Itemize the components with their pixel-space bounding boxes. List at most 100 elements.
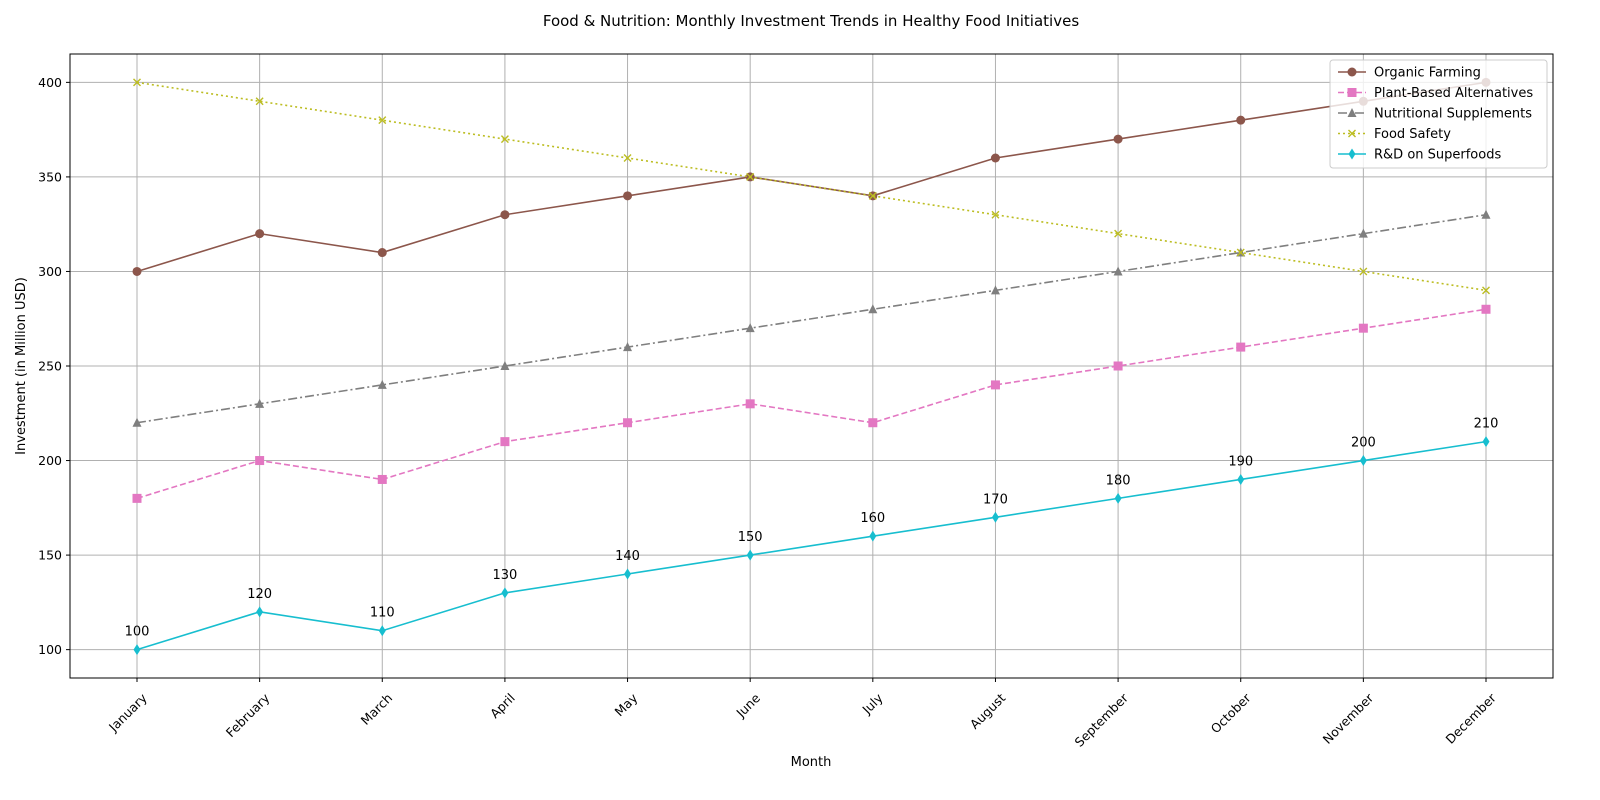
x-tick-label: April	[487, 690, 518, 721]
data-point	[500, 210, 510, 220]
data-label: 130	[492, 568, 517, 583]
series-line	[136, 440, 1487, 651]
data-point	[255, 97, 264, 106]
legend-item: Plant-Based Alternatives	[1338, 86, 1533, 101]
y-axis-label: Investment (in Million USD)	[14, 277, 29, 455]
legend-marker	[1347, 88, 1357, 97]
data-point	[745, 399, 755, 409]
legend-box	[1329, 59, 1548, 169]
legend-marker	[1347, 67, 1357, 77]
data-label: 180	[1106, 473, 1131, 488]
x-tick-label: December	[1442, 690, 1499, 747]
x-marker-stroke	[500, 135, 509, 144]
data-point	[623, 191, 633, 201]
data-point	[990, 285, 1000, 295]
legend-label: Food Safety	[1374, 127, 1451, 142]
data-point	[869, 530, 877, 542]
data-point	[132, 493, 142, 503]
series-1	[132, 304, 1491, 503]
data-point	[255, 398, 265, 408]
y-tick-label: 200	[38, 453, 62, 468]
data-point	[378, 116, 387, 125]
data-label: 150	[738, 530, 763, 545]
legend-marker	[1348, 148, 1356, 160]
data-point	[1114, 492, 1122, 504]
data-point	[1481, 304, 1491, 314]
x-marker-stroke	[1359, 267, 1368, 276]
data-point	[868, 191, 877, 200]
series-3	[133, 78, 1490, 295]
series-4	[133, 436, 1490, 656]
data-point	[133, 644, 141, 656]
data-point	[378, 625, 386, 637]
data-point	[377, 474, 387, 484]
data-point	[623, 418, 633, 428]
data-point	[500, 437, 510, 447]
data-point	[1113, 134, 1123, 144]
chart-title: Food & Nutrition: Monthly Investment Tre…	[543, 12, 1079, 30]
data-point	[1359, 267, 1368, 276]
x-tick-label: September	[1072, 690, 1132, 750]
data-label: 190	[1228, 454, 1253, 469]
data-label: 140	[615, 549, 640, 564]
series-line	[136, 213, 1487, 424]
data-label: 200	[1351, 436, 1376, 451]
data-point	[1236, 248, 1245, 257]
data-label: 110	[370, 606, 395, 621]
x-marker-stroke	[868, 191, 877, 200]
data-point	[1481, 209, 1491, 219]
legend-label: R&D on Superfoods	[1374, 148, 1501, 163]
y-tick-label: 250	[38, 359, 62, 374]
data-label: 210	[1474, 417, 1499, 432]
legend-label: Plant-Based Alternatives	[1374, 86, 1533, 101]
data-point	[377, 379, 387, 389]
x-marker-stroke	[746, 172, 755, 181]
x-marker-stroke	[1348, 129, 1356, 138]
x-tick-label: June	[733, 690, 764, 721]
data-point	[1358, 323, 1368, 333]
x-marker-stroke	[991, 210, 1000, 219]
x-tick-label: October	[1208, 690, 1255, 737]
series-line	[136, 308, 1487, 500]
data-point	[746, 549, 754, 561]
data-point	[132, 417, 142, 427]
data-point	[990, 153, 1000, 163]
data-point	[1113, 266, 1123, 276]
data-point	[623, 154, 632, 162]
data-point	[1359, 455, 1367, 467]
x-marker-stroke	[1482, 286, 1490, 295]
x-tick-label: August	[967, 690, 1009, 732]
data-point	[991, 210, 1000, 219]
y-tick-label: 100	[38, 642, 62, 657]
y-tick-label: 150	[38, 548, 62, 563]
data-point	[745, 323, 755, 333]
x-tick-label: January	[105, 690, 150, 735]
y-tick-label: 300	[38, 264, 62, 279]
data-point	[500, 361, 510, 370]
data-point	[1113, 361, 1123, 371]
data-point	[1114, 229, 1123, 238]
legend-item: Food Safety	[1338, 127, 1451, 142]
data-point	[868, 418, 878, 428]
data-point	[991, 511, 999, 523]
data-point	[1237, 473, 1245, 485]
x-marker-stroke	[1236, 248, 1245, 257]
data-point	[255, 456, 265, 466]
data-point	[1236, 115, 1246, 125]
data-point	[256, 606, 264, 618]
data-point	[1482, 286, 1490, 295]
x-marker-stroke	[623, 154, 632, 162]
x-tick-label: November	[1320, 690, 1377, 747]
legend-item: Nutritional Supplements	[1338, 107, 1532, 122]
data-point	[255, 229, 265, 239]
series-line	[136, 81, 1487, 273]
series-2	[132, 209, 1491, 427]
x-tick-label: May	[612, 690, 641, 719]
data-point	[1236, 342, 1246, 352]
legend-label: Nutritional Supplements	[1374, 107, 1532, 122]
legend: Organic Farming Plant-Based Alternatives N…	[1329, 59, 1548, 169]
data-point	[500, 135, 509, 144]
series-lines	[132, 77, 1491, 656]
